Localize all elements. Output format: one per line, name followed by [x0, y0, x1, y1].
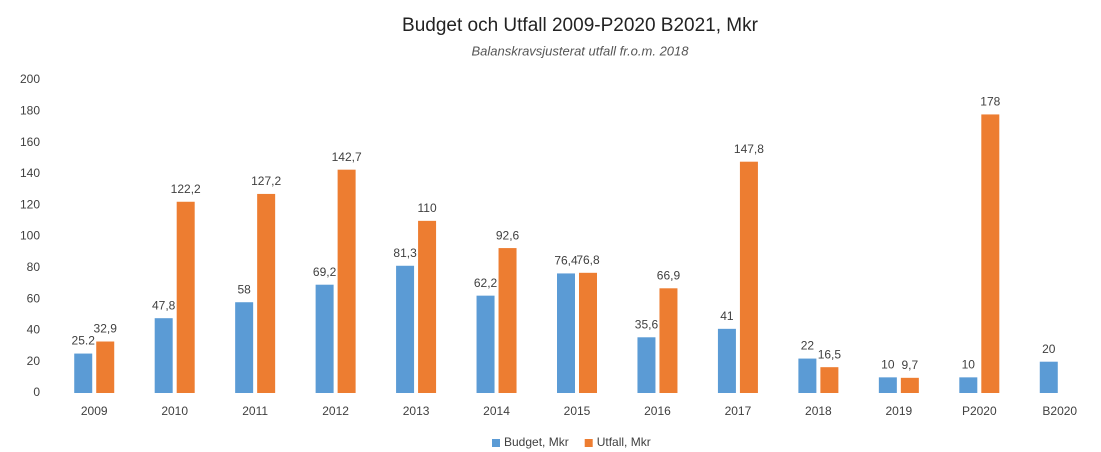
- data-label: 16,5: [818, 347, 842, 361]
- legend-swatch: [584, 439, 593, 447]
- data-label: 76,4: [554, 254, 578, 268]
- bar: [74, 353, 93, 393]
- data-label: 122,2: [171, 182, 201, 196]
- bar: [476, 295, 495, 393]
- data-label: 178: [980, 95, 1000, 109]
- data-label: 47,8: [152, 298, 176, 312]
- x-tick-label: P2020: [962, 404, 997, 418]
- bar: [878, 377, 897, 393]
- x-tick-label: 2015: [564, 404, 591, 418]
- bar: [981, 114, 1000, 394]
- data-label: 10: [881, 358, 895, 372]
- data-label: 9,7: [902, 358, 919, 372]
- y-tick-label: 120: [20, 197, 40, 211]
- data-label: 32,9: [94, 322, 118, 336]
- bar: [315, 284, 334, 393]
- y-tick-label: 140: [20, 166, 40, 180]
- y-tick-label: 100: [20, 229, 40, 243]
- data-label: 81,3: [393, 246, 417, 260]
- bar: [1039, 361, 1058, 393]
- bar: [396, 265, 415, 393]
- x-tick-label: 2011: [242, 404, 268, 418]
- y-tick-label: 160: [20, 135, 40, 149]
- bar: [717, 328, 736, 393]
- data-label: 92,6: [496, 228, 520, 242]
- bar: [798, 358, 817, 393]
- bar: [176, 201, 195, 393]
- bar: [557, 273, 575, 393]
- y-tick-label: 60: [27, 291, 41, 305]
- y-tick-label: 200: [20, 72, 40, 86]
- x-tick-label: 2010: [161, 404, 188, 418]
- data-label: 66,9: [657, 268, 681, 282]
- bar: [498, 248, 517, 393]
- x-tick-label: 2019: [885, 404, 912, 418]
- bar: [820, 367, 839, 393]
- bar: [96, 341, 115, 393]
- legend-label: Utfall, Mkr: [597, 435, 651, 449]
- bar: [959, 377, 978, 393]
- x-tick-label: 2009: [81, 404, 108, 418]
- y-tick-label: 20: [27, 354, 41, 368]
- bar: [900, 377, 919, 393]
- data-label: 142,7: [332, 150, 362, 164]
- bar: [418, 220, 437, 393]
- bar: [337, 169, 356, 393]
- data-label: 22: [801, 339, 815, 353]
- y-tick-label: 80: [27, 260, 41, 274]
- x-tick-label: 2012: [322, 404, 349, 418]
- data-label: 25.2: [72, 334, 96, 348]
- x-tick-label: 2017: [725, 404, 752, 418]
- data-label: 20: [1042, 342, 1056, 356]
- data-label: 62,2: [474, 276, 498, 290]
- y-tick-label: 180: [20, 103, 40, 117]
- x-tick-label: B2020: [1042, 404, 1077, 418]
- bar: [257, 193, 276, 393]
- data-label: 10: [962, 358, 976, 372]
- bar: [235, 302, 254, 393]
- data-label: 58: [237, 282, 251, 296]
- data-label: 41: [720, 309, 734, 323]
- x-tick-label: 2016: [644, 404, 671, 418]
- bar: [739, 161, 758, 393]
- x-tick-label: 2013: [403, 404, 430, 418]
- bar: [659, 288, 678, 393]
- legend-label: Budget, Mkr: [504, 435, 569, 449]
- x-tick-label: 2018: [805, 404, 832, 418]
- chart-title: Budget och Utfall 2009-P2020 B2021, Mkr: [402, 15, 759, 36]
- data-label: 147,8: [734, 142, 764, 156]
- chart-subtitle: Balanskravsjusterat utfall fr.o.m. 2018: [471, 43, 689, 58]
- y-tick-label: 0: [33, 385, 40, 399]
- y-tick-label: 40: [27, 323, 41, 337]
- data-label: 35,6: [635, 317, 659, 331]
- data-label: 127,2: [251, 174, 281, 188]
- legend-swatch: [492, 439, 500, 447]
- bar: [579, 272, 597, 393]
- data-label: 110: [418, 201, 437, 215]
- data-label: 69,2: [313, 265, 337, 279]
- x-tick-label: 2014: [483, 404, 510, 418]
- bar: [154, 318, 173, 393]
- data-label: 76,8: [576, 253, 600, 267]
- bar: [637, 337, 656, 393]
